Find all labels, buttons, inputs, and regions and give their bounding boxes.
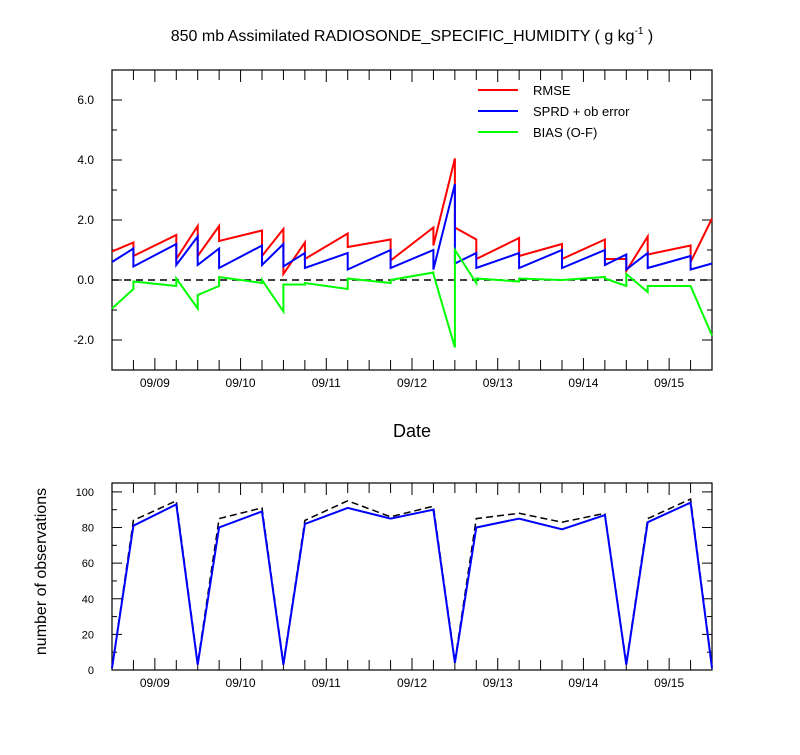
legend-label: SPRD + ob error (533, 104, 630, 119)
x-axis-label: Date (393, 421, 431, 441)
y-tick-label: 0 (88, 665, 94, 677)
y-tick-label: -2.0 (73, 333, 94, 347)
series-line-solid (111, 501, 713, 669)
y-tick-label: 60 (82, 558, 94, 570)
x-tick-label: 09/12 (397, 676, 427, 690)
x-tick-label: 09/09 (140, 376, 170, 390)
y-tick-label: 4.0 (77, 153, 94, 167)
chart-title: 850 mb Assimilated RADIOSONDE_SPECIFIC_H… (171, 26, 654, 45)
series-line-rmse (111, 158, 713, 278)
x-tick-label: 09/12 (397, 376, 427, 390)
x-tick-label: 09/13 (483, 676, 513, 690)
legend-label: BIAS (O-F) (533, 125, 597, 140)
y-tick-label: 20 (82, 629, 94, 641)
legend-label: RMSE (533, 83, 571, 98)
x-tick-label: 09/15 (654, 676, 684, 690)
x-tick-label: 09/14 (568, 676, 598, 690)
x-tick-label: 09/09 (140, 676, 170, 690)
chart-title-superscript: -1 (635, 26, 644, 37)
x-tick-label: 09/13 (483, 376, 513, 390)
x-tick-label: 09/15 (654, 376, 684, 390)
x-tick-label: 09/14 (568, 376, 598, 390)
bottom-panel: 0 20 40 60 80 100 09/09 09/10 09/11 09/12 09/13 09/… (33, 482, 713, 690)
top-panel: -2.0 0.0 2.0 4.0 6.0 09/09 09/10 09/11 09/12 09/1… (73, 26, 713, 441)
y-tick-label: 2.0 (77, 213, 94, 227)
y-tick-label: 6.0 (77, 93, 94, 107)
series-line-sprd-ob-error (111, 183, 713, 272)
y-tick-label: 100 (76, 487, 94, 499)
y-tick-label: 40 (82, 594, 94, 606)
legend: RMSE SPRD + ob error BIAS (O-F) (478, 83, 630, 140)
x-tick-label: 09/11 (312, 676, 341, 690)
chart-title-main: 850 mb Assimilated RADIOSONDE_SPECIFIC_H… (171, 28, 635, 45)
x-tick-label: 09/11 (312, 376, 341, 390)
chart-title-suffix: ) (643, 28, 653, 45)
x-tick-label: 09/10 (226, 376, 256, 390)
series-line-bias-o-f (111, 246, 713, 348)
y-tick-label: 0.0 (77, 273, 94, 287)
y-axis-label: number of observations (33, 488, 50, 655)
x-tick-label: 09/10 (226, 676, 256, 690)
y-tick-label: 80 (82, 523, 94, 535)
